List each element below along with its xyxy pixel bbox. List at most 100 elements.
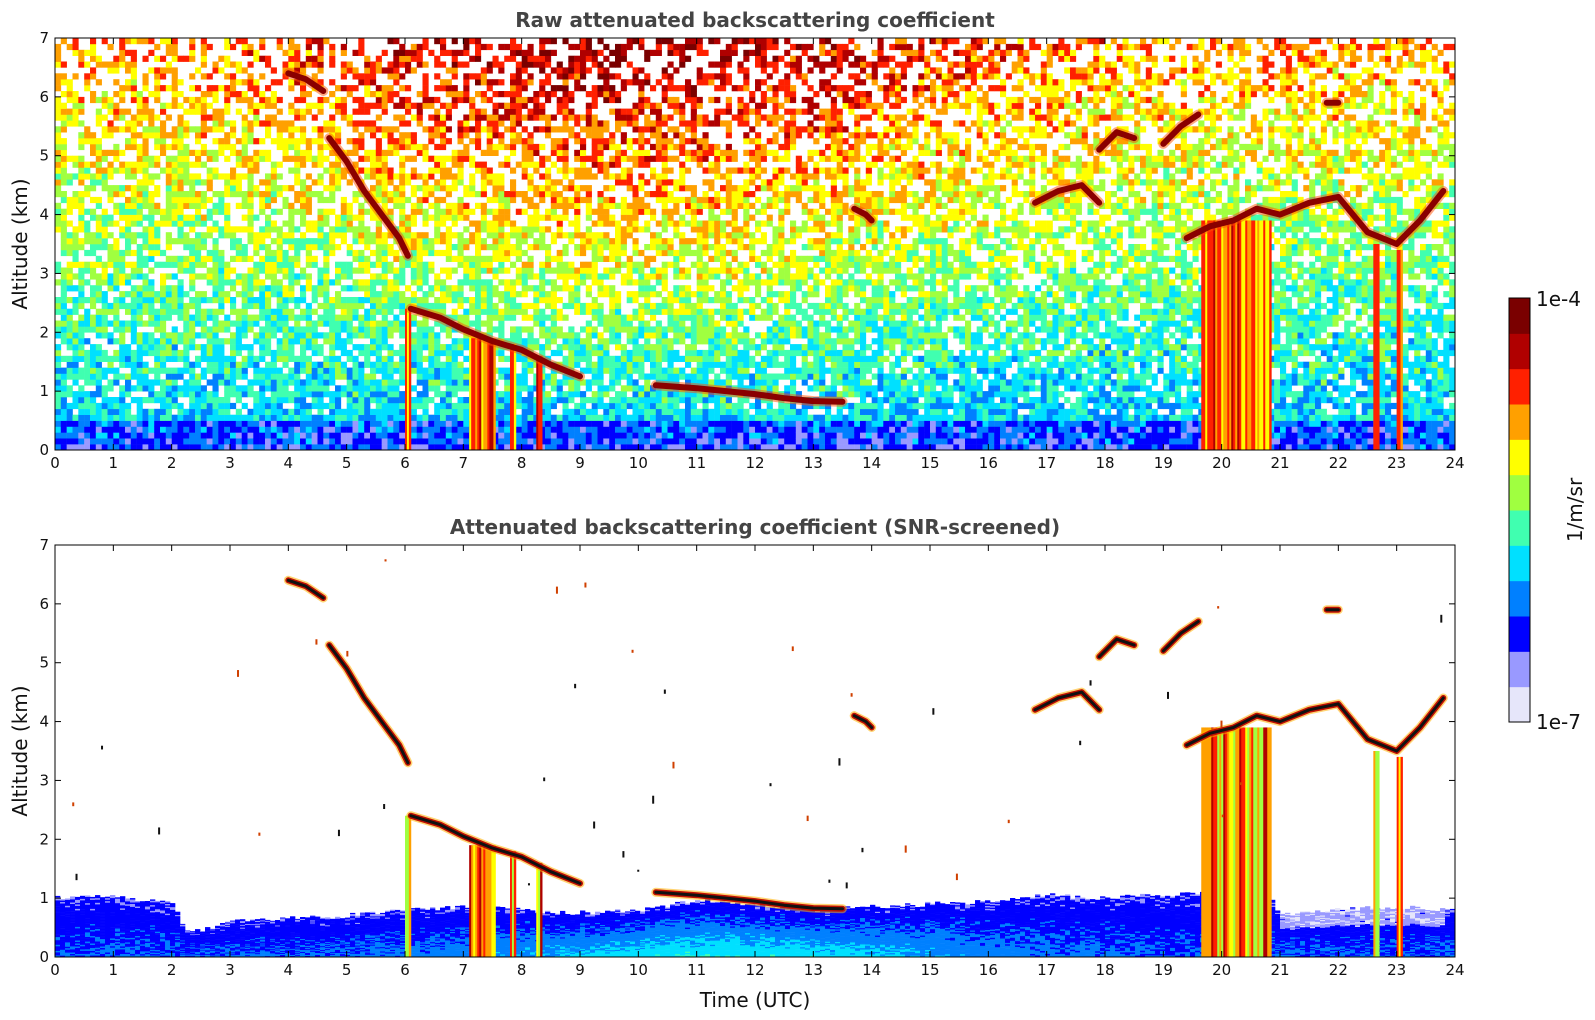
raw-noise-cell xyxy=(160,444,167,450)
raw-noise-cell xyxy=(620,85,627,92)
raw-noise-cell xyxy=(95,385,102,392)
raw-noise-cell xyxy=(305,379,312,386)
raw-noise-cell xyxy=(475,79,482,86)
raw-noise-cell xyxy=(562,96,569,104)
raw-noise-cell xyxy=(335,179,342,186)
raw-noise-cell xyxy=(585,49,592,56)
raw-noise-cell xyxy=(527,261,534,268)
raw-noise-cell xyxy=(218,143,225,151)
raw-noise-cell xyxy=(154,379,161,386)
raw-noise-cell xyxy=(370,120,377,127)
raw-noise-cell xyxy=(113,326,120,333)
raw-noise-cell xyxy=(300,273,307,280)
raw-noise-cell xyxy=(340,167,347,174)
raw-noise-cell xyxy=(574,379,581,386)
raw-noise-cell xyxy=(311,420,318,427)
raw-noise-cell xyxy=(119,55,126,62)
raw-noise-cell xyxy=(603,143,610,151)
raw-noise-cell xyxy=(183,191,190,198)
raw-noise-cell xyxy=(422,179,429,186)
raw-noise-cell xyxy=(422,338,429,345)
raw-noise-cell xyxy=(154,344,161,351)
raw-noise-cell xyxy=(597,438,604,445)
raw-noise-cell xyxy=(405,297,412,304)
raw-noise-cell xyxy=(585,367,592,374)
raw-noise-cell xyxy=(95,79,102,86)
raw-noise-cell xyxy=(72,191,79,198)
raw-noise-cell xyxy=(568,332,575,339)
raw-noise-cell xyxy=(451,102,458,109)
raw-noise-cell xyxy=(620,349,627,357)
raw-noise-cell xyxy=(620,173,627,180)
raw-noise-cell xyxy=(148,238,155,245)
raw-noise-cell xyxy=(323,414,330,421)
raw-noise-cell xyxy=(475,279,482,286)
raw-noise-cell xyxy=(475,114,482,121)
raw-noise-cell xyxy=(270,67,277,74)
raw-noise-cell xyxy=(136,273,143,280)
raw-noise-cell xyxy=(247,96,254,104)
raw-noise-cell xyxy=(113,397,120,404)
raw-noise-cell xyxy=(626,214,633,221)
raw-noise-cell xyxy=(55,391,62,398)
raw-noise-cell xyxy=(521,61,528,68)
raw-noise-cell xyxy=(195,391,202,398)
raw-noise-cell xyxy=(510,43,517,51)
raw-noise-cell xyxy=(165,355,172,362)
raw-noise-cell xyxy=(323,208,330,215)
raw-noise-cell xyxy=(428,444,435,450)
raw-noise-cell xyxy=(556,126,563,133)
raw-noise-cell xyxy=(241,314,248,321)
raw-noise-cell xyxy=(370,161,377,168)
raw-noise-cell xyxy=(539,79,546,86)
raw-noise-cell xyxy=(457,373,464,380)
raw-noise-cell xyxy=(195,85,202,92)
raw-noise-cell xyxy=(130,267,137,274)
raw-noise-cell xyxy=(165,438,172,445)
raw-noise-cell xyxy=(142,444,149,450)
raw-noise-cell xyxy=(550,232,557,239)
raw-noise-cell xyxy=(130,132,137,139)
raw-noise-cell xyxy=(323,361,330,368)
raw-noise-cell xyxy=(562,249,569,257)
raw-noise-cell xyxy=(521,196,528,204)
raw-noise-cell xyxy=(510,220,517,227)
raw-noise-cell xyxy=(171,420,178,427)
raw-noise-cell xyxy=(609,196,616,204)
raw-noise-cell xyxy=(55,132,62,139)
raw-noise-cell xyxy=(119,61,126,68)
raw-noise-cell xyxy=(620,414,627,421)
raw-noise-cell xyxy=(556,226,563,233)
raw-noise-cell xyxy=(375,179,382,186)
raw-noise-cell xyxy=(620,132,627,139)
raw-noise-cell xyxy=(352,279,359,286)
raw-noise-cell xyxy=(300,132,307,139)
raw-noise-cell xyxy=(445,79,452,86)
raw-noise-cell xyxy=(370,238,377,245)
raw-noise-cell xyxy=(463,149,470,156)
raw-noise-cell xyxy=(364,238,371,245)
raw-noise-cell xyxy=(171,85,178,92)
raw-noise-cell xyxy=(585,43,592,51)
raw-noise-cell xyxy=(445,420,452,427)
raw-noise-cell xyxy=(282,444,289,450)
raw-noise-cell xyxy=(428,49,435,56)
raw-noise-cell xyxy=(119,202,126,209)
raw-noise-cell xyxy=(463,426,470,433)
raw-noise-cell xyxy=(177,408,184,415)
raw-noise-cell xyxy=(370,338,377,345)
raw-noise-cell xyxy=(521,267,528,274)
raw-noise-cell xyxy=(323,338,330,345)
raw-noise-cell xyxy=(585,438,592,445)
raw-noise-cell xyxy=(504,220,511,227)
raw-noise-cell xyxy=(90,179,97,186)
raw-noise-cell xyxy=(375,261,382,268)
raw-noise-cell xyxy=(346,373,353,380)
raw-noise-cell xyxy=(171,179,178,186)
raw-noise-cell xyxy=(177,220,184,227)
raw-noise-cell xyxy=(632,432,639,439)
raw-noise-cell xyxy=(486,126,493,133)
raw-noise-cell xyxy=(574,232,581,239)
raw-noise-cell xyxy=(550,138,557,145)
raw-noise-cell xyxy=(475,308,482,315)
